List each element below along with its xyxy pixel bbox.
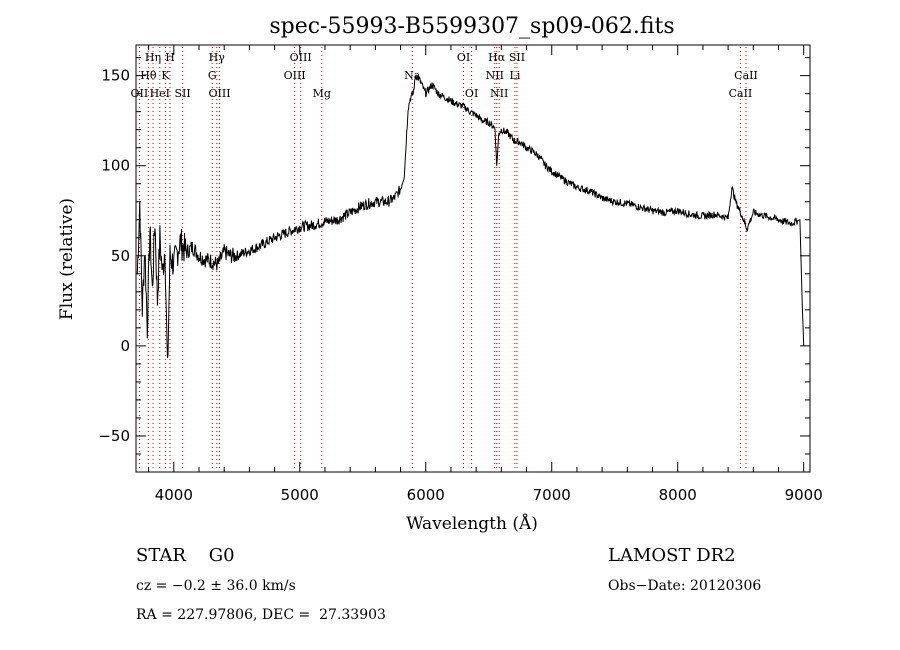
y-axis-label: Flux (relative) — [57, 198, 77, 320]
chart-title: spec-55993-B5599307_sp09-062.fits — [269, 14, 674, 39]
line-label-2: Hθ — [140, 69, 157, 82]
observation-date: Obs−Date: 20120306 — [608, 578, 761, 594]
spectral-line-markers — [138, 47, 747, 470]
y-tick-label-4: 150 — [101, 67, 130, 85]
line-label-5: HeI — [150, 87, 170, 100]
y-axis-ticks: −50 0 50 100 150 — [98, 57, 810, 455]
y-tick-label-0: −50 — [98, 427, 130, 445]
line-label-20: NII — [490, 87, 508, 100]
line-label-12: Mg — [313, 87, 331, 100]
line-label-1: H — [165, 51, 175, 64]
x-tick-label-4: 8000 — [659, 486, 697, 504]
x-tick-label-0: 4000 — [155, 486, 193, 504]
x-tick-label-3: 7000 — [533, 486, 571, 504]
spectrum-line — [136, 74, 805, 359]
line-label-6: SII — [174, 87, 190, 100]
line-label-18: NII — [486, 69, 504, 82]
survey-name: LAMOST DR2 — [608, 545, 736, 566]
line-label-19: Li — [510, 69, 521, 82]
line-label-9: OIII — [208, 87, 230, 100]
object-class: STAR G0 — [136, 545, 235, 566]
x-tick-label-1: 5000 — [281, 486, 319, 504]
y-tick-label-2: 50 — [111, 247, 130, 265]
line-label-21: CaII — [734, 69, 758, 82]
spectrum-series — [136, 74, 805, 359]
redshift-velocity: cz = −0.2 ± 36.0 km/s — [136, 578, 296, 594]
line-label-11: OIII — [284, 69, 306, 82]
line-label-22: CaII — [729, 87, 753, 100]
line-label-14: OI — [457, 51, 470, 64]
x-axis-label: Wavelength (Å) — [406, 513, 538, 534]
plot-frame — [135, 44, 811, 473]
y-tick-label-3: 100 — [101, 157, 130, 175]
line-label-17: SII — [509, 51, 525, 64]
x-tick-label-5: 9000 — [785, 486, 823, 504]
line-label-7: Hγ — [209, 51, 226, 64]
line-label-0: Hη — [145, 51, 161, 64]
line-label-16: Hα — [488, 51, 506, 64]
line-label-3: K — [161, 69, 170, 82]
line-label-8: G — [208, 69, 217, 82]
x-tick-label-2: 6000 — [407, 486, 445, 504]
line-label-15: OI — [465, 87, 478, 100]
y-tick-label-1: 0 — [120, 337, 130, 355]
coordinates: RA = 227.97806, DEC = 27.33903 — [136, 607, 386, 623]
x-axis-ticks: 4000 5000 6000 7000 8000 9000 — [148, 45, 823, 504]
line-label-10: OIII — [290, 51, 312, 64]
plot-area-border — [135, 44, 811, 473]
